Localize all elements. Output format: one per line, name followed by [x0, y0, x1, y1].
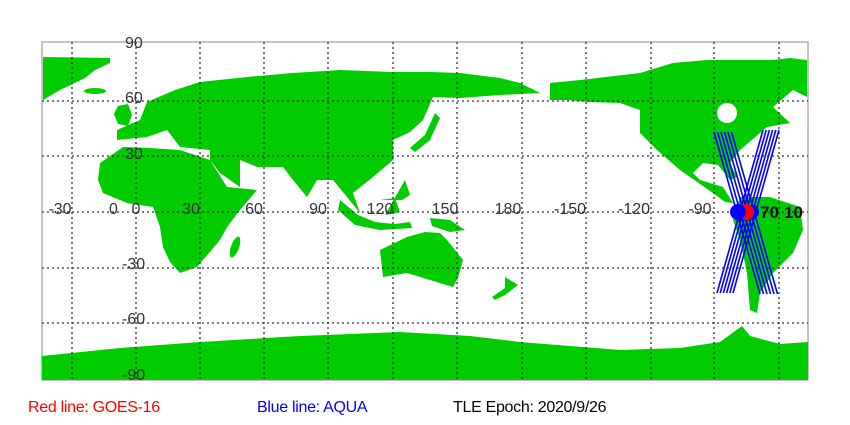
lat-label: -90 — [122, 367, 145, 384]
iceland — [84, 88, 106, 94]
lon-label: 30 — [182, 201, 200, 218]
legend-tle-epoch: TLE Epoch: 2020/9/26 — [453, 399, 607, 416]
marker-label: 10 — [784, 203, 803, 222]
lon-label: 0 — [132, 201, 141, 218]
new-guinea — [430, 218, 465, 232]
borneo-philippines — [380, 180, 410, 215]
africa — [98, 147, 257, 273]
marker-label: 70 — [760, 203, 779, 222]
lat-label: 0 — [109, 201, 118, 218]
lon-label: 150 — [432, 201, 459, 218]
australia — [380, 232, 463, 287]
indonesia — [338, 200, 412, 230]
greenland-west — [43, 57, 110, 100]
legend-blue-line: Blue line: AQUA — [257, 399, 368, 416]
lon-label: 120 — [367, 201, 394, 218]
lon-labels: -30 0 30 60 90 120 150 180 -150 -120 -90 — [48, 201, 711, 218]
lon-label: -30 — [48, 201, 71, 218]
lat-label: 90 — [125, 35, 143, 52]
aqua-marker — [730, 204, 746, 220]
lon-label: -120 — [618, 201, 650, 218]
lat-labels: 90 60 30 0 -30 -60 -90 — [109, 35, 145, 384]
lat-label: 30 — [125, 146, 143, 163]
lon-label: 90 — [309, 201, 327, 218]
japan — [410, 113, 440, 152]
land-masses — [42, 57, 808, 380]
lon-label: 60 — [245, 201, 263, 218]
madagascar — [229, 236, 241, 258]
lat-label: -30 — [122, 256, 145, 273]
antarctica — [42, 326, 808, 380]
eurasia — [117, 70, 540, 213]
hudson-bay — [717, 103, 737, 123]
lat-label: 60 — [125, 90, 143, 107]
lat-label: -60 — [122, 311, 145, 328]
new-zealand — [492, 277, 518, 300]
british-isles — [114, 104, 132, 126]
lon-label: -150 — [554, 201, 586, 218]
graticule — [42, 42, 808, 380]
lon-label: -90 — [688, 201, 711, 218]
lon-label: 180 — [495, 201, 522, 218]
legend-red-line: Red line: GOES-16 — [28, 399, 160, 416]
north-america — [550, 58, 807, 203]
